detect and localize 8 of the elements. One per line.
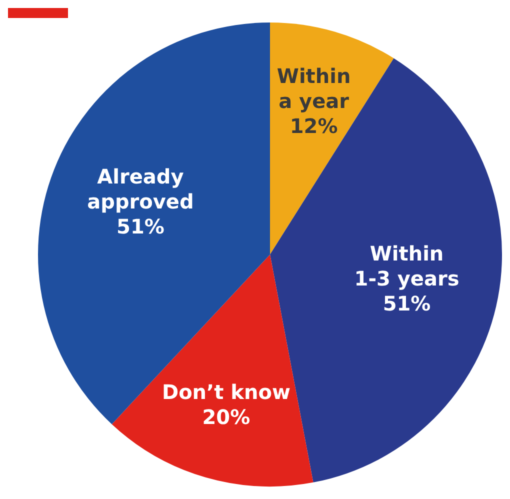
data-label: 51% — [382, 292, 431, 316]
slice-label: Within a year — [276, 64, 351, 114]
slice-label: Within 1-3 years — [354, 242, 460, 291]
data-label: 20% — [202, 404, 250, 429]
data-label: 12% — [290, 114, 338, 138]
data-label: 51% — [116, 214, 164, 239]
slice-label: Already approved — [87, 164, 194, 214]
slice-label: Don’t know — [162, 380, 290, 404]
